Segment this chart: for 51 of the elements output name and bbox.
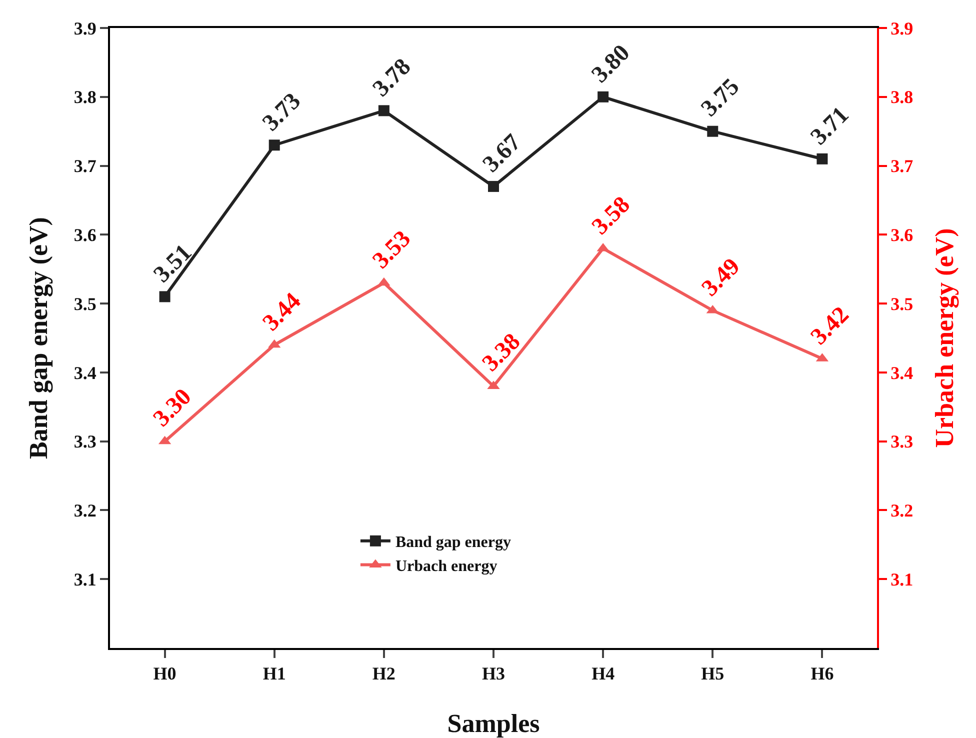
x-tick-label: H5 (701, 664, 724, 684)
data-label: 3.78 (368, 54, 416, 102)
point (707, 126, 718, 137)
x-tick-label: H6 (810, 664, 834, 684)
data-label: 3.30 (148, 384, 197, 432)
y-tick-label: 3.8 (74, 87, 96, 108)
x-tick-label: H0 (153, 664, 176, 684)
y-tick-label: 3.2 (74, 500, 96, 521)
y2-tick-label: 3.3 (890, 432, 914, 452)
data-label: 3.51 (149, 240, 198, 288)
point (378, 105, 390, 116)
point (816, 153, 828, 164)
y2-tick-label: 3.9 (890, 18, 914, 38)
legend-label: Band gap energy (395, 534, 512, 552)
y-tick-label: 3.1 (74, 569, 96, 590)
x-tick-label: H3 (482, 664, 506, 684)
data-label: 3.38 (478, 328, 526, 377)
y-tick-label: 3.9 (74, 18, 96, 38)
y-axis-title: Band gap energy (eV) (24, 217, 53, 459)
x-axis-title: Samples (447, 709, 540, 738)
y2-tick-label: 3.4 (890, 362, 914, 383)
legend-label: Urbach energy (395, 558, 498, 575)
data-label: 3.80 (586, 40, 636, 88)
x-tick-label: H2 (372, 664, 396, 684)
y-tick-label: 3.6 (74, 224, 96, 245)
point (598, 91, 609, 102)
data-label: 3.49 (697, 254, 746, 302)
x-tick-label: H1 (262, 664, 286, 684)
y-tick-label: 3.7 (74, 156, 96, 176)
y2-tick-label: 3.5 (890, 294, 914, 314)
data-label: 3.67 (478, 129, 526, 178)
y-tick-label: 3.5 (74, 294, 96, 314)
y2-axis-title: Urbach energy (eV) (930, 228, 959, 448)
y2-tick-label: 3.8 (890, 87, 914, 108)
data-label: 3.75 (696, 74, 745, 122)
y-tick-label: 3.3 (74, 432, 96, 452)
data-label: 3.44 (258, 288, 306, 336)
x-tick-label: H4 (592, 664, 615, 684)
point (488, 180, 499, 192)
data-label: 3.42 (806, 302, 854, 350)
y2-tick-label: 3.1 (890, 569, 914, 590)
data-label: 3.71 (806, 102, 854, 150)
y-tick-label: 3.4 (74, 362, 96, 383)
point (159, 291, 170, 302)
y2-tick-label: 3.2 (890, 500, 914, 521)
data-label: 3.58 (587, 192, 636, 240)
y2-tick-label: 3.6 (890, 224, 914, 245)
point (268, 140, 280, 151)
y2-tick-label: 3.7 (890, 156, 914, 176)
data-label: 3.73 (258, 88, 306, 136)
data-label: 3.53 (368, 226, 416, 274)
